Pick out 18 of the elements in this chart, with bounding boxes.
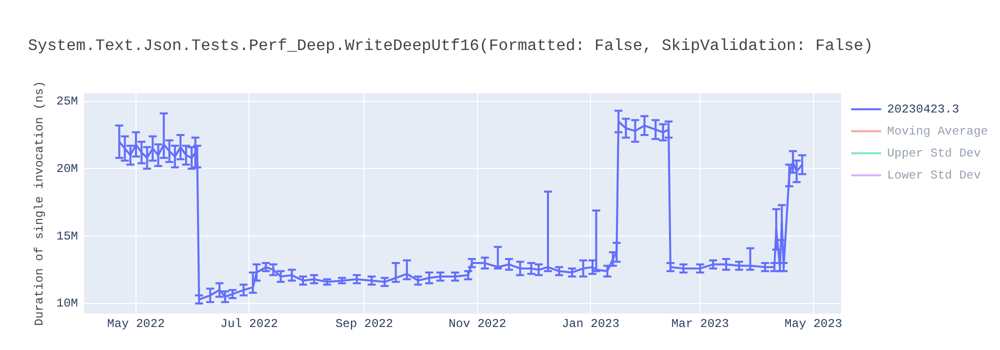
- y-axis-title: Duration of single invocation (ns): [32, 80, 46, 326]
- x-tick-label: Sep 2022: [335, 316, 394, 331]
- x-tick-label: May 2023: [784, 316, 842, 331]
- legend-label: Upper Std Dev: [887, 146, 981, 160]
- y-tick-label: 10M: [56, 296, 78, 311]
- y-tick-label: 25M: [56, 94, 78, 108]
- x-tick-label: Jan 2023: [562, 316, 620, 331]
- legend-label: Lower Std Dev: [887, 168, 981, 182]
- x-tick-label: Jul 2022: [220, 316, 278, 331]
- x-tick-label: May 2022: [107, 316, 165, 331]
- x-tick-label: Nov 2022: [448, 316, 506, 331]
- point: [778, 262, 789, 272]
- legend-label: Moving Average: [887, 124, 988, 138]
- x-tick-label: Mar 2023: [671, 316, 729, 331]
- chart-title: System.Text.Json.Tests.Perf_Deep.WriteDeepUtf16(Formatted: False, SkipValidation: False): [28, 36, 873, 55]
- y-tick-label: 20M: [56, 162, 78, 176]
- legend-label: 20230423.3: [887, 102, 960, 116]
- y-tick-label: 15M: [56, 229, 78, 244]
